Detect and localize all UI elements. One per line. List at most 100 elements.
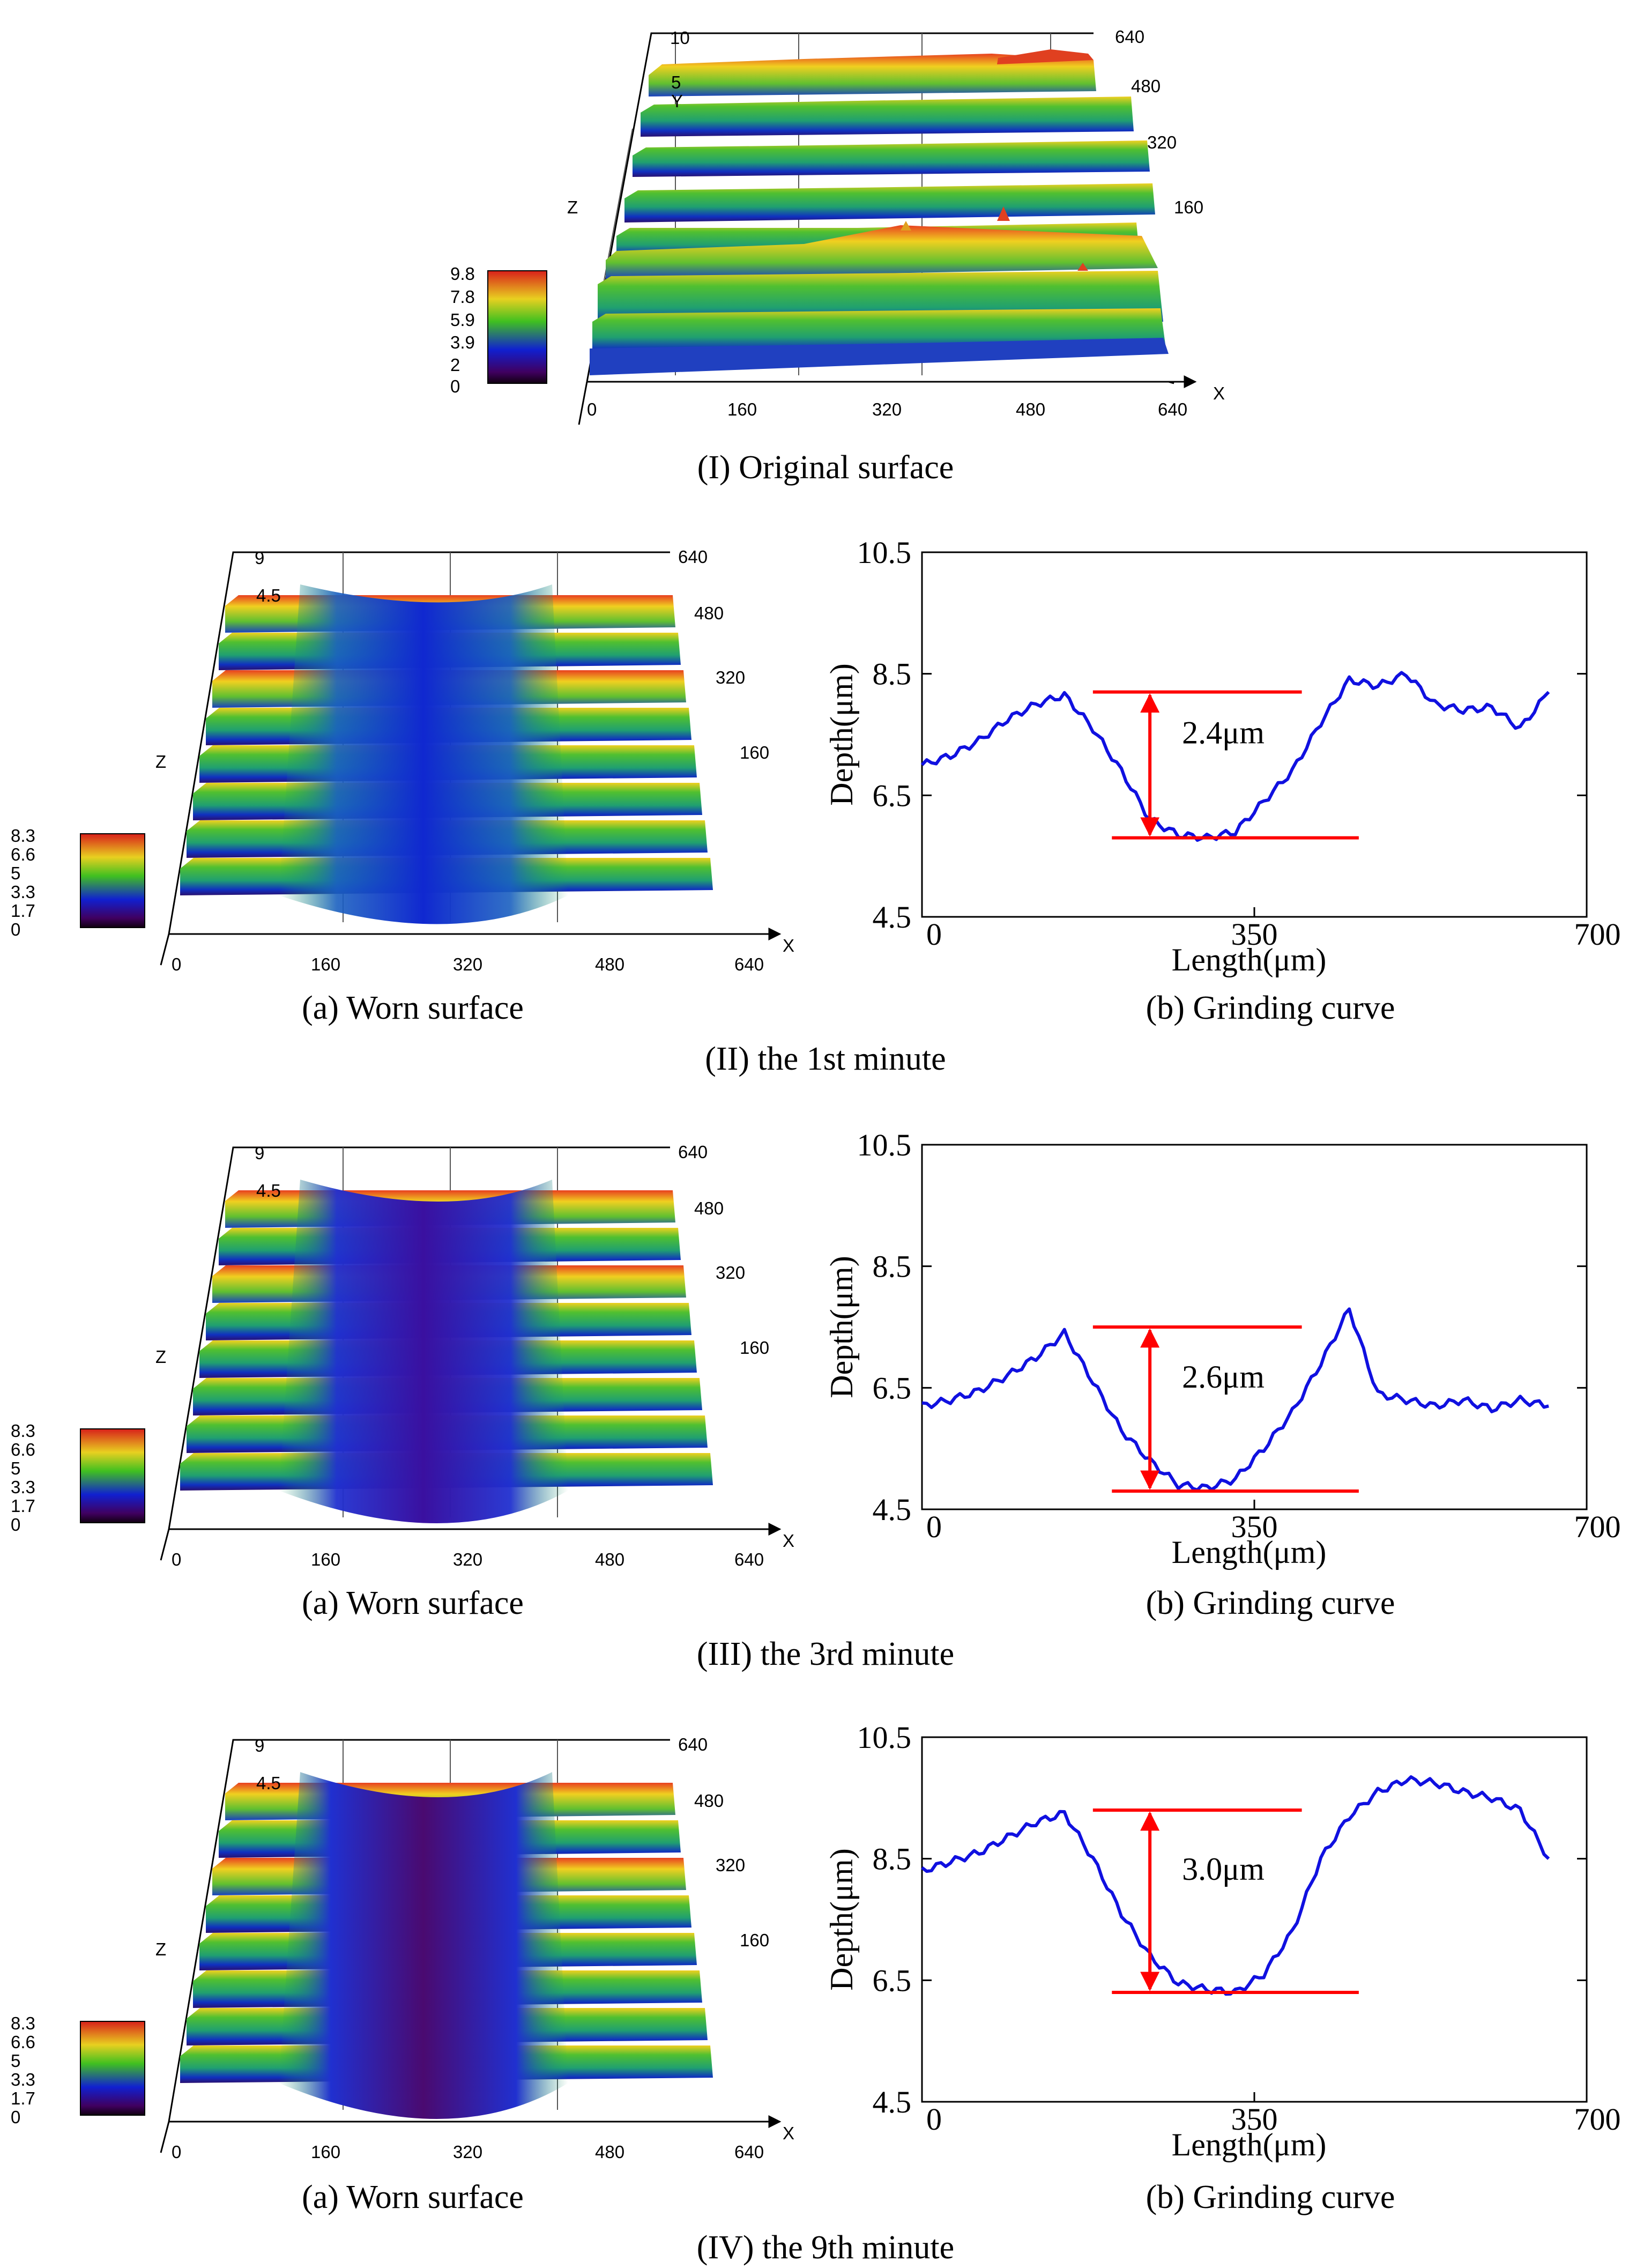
- x-tick-label: 320: [453, 1550, 482, 1569]
- wear-track: [279, 1772, 568, 2119]
- surface-ridges: [590, 49, 1169, 375]
- caption-worn-surface: (a) Worn surface: [302, 990, 524, 1026]
- y-axis-label: Depth(μm): [824, 1848, 859, 1990]
- y-tick-label: 160: [740, 1338, 769, 1358]
- y-tick-label: 640: [678, 547, 708, 567]
- x-tick-label: 0: [926, 917, 942, 952]
- grinding-chart: 10.5 8.5 6.5 4.5 0 350 700 Length(μm) Depth(μm) 3…: [824, 1720, 1621, 2162]
- axis-label-y: Y: [671, 91, 683, 111]
- axis-label-z: Z: [567, 197, 578, 217]
- colorbar-label: 5.9: [450, 310, 475, 330]
- axis-label-z: Z: [155, 1347, 166, 1367]
- caption-grinding-curve: (b) Grinding curve: [1146, 1585, 1395, 1621]
- y-tick-label: 160: [740, 1930, 769, 1950]
- colorbar-label: 0: [11, 920, 20, 939]
- axis-label-z: Z: [155, 1939, 166, 1959]
- colorbar-label: 5: [11, 1458, 20, 1478]
- colorbar-label: 3.3: [11, 882, 35, 902]
- colorbar-label: 5: [11, 2051, 20, 2071]
- y-tick-label: 4.5: [873, 900, 912, 935]
- y-tick-label: 10.5: [857, 1720, 912, 1755]
- worn-surfaces: 8.36.653.31.700 160 320 480 6406404803201609…: [11, 547, 794, 2162]
- x-tick-label: 320: [453, 2142, 482, 2162]
- surface-plot-min1: 8.36.653.31.700 160 320 480 6406404803201609…: [11, 547, 794, 974]
- surface-y-ticks: 640 480 320 160: [1115, 27, 1203, 217]
- colorbar-label: 3.9: [450, 332, 475, 352]
- x-tick-label: 700: [1574, 917, 1621, 952]
- caption-3rd-minute: (III) the 3rd minute: [697, 1636, 954, 1672]
- z-tick-label: 9: [255, 1143, 264, 1163]
- y-tick-label: 4.5: [873, 1492, 912, 1527]
- y-tick-label: 6.5: [873, 1963, 912, 1998]
- y-tick-label: 8.5: [873, 1842, 912, 1877]
- colorbar-label: 1.7: [11, 901, 35, 921]
- x-axis-label: Length(μm): [1172, 1535, 1327, 1570]
- colorbar-label: 6.6: [11, 1440, 35, 1459]
- grinding-curve-line: [921, 1775, 1550, 1996]
- x-tick-label: 0: [926, 1509, 942, 1544]
- caption-1st-minute: (II) the 1st minute: [705, 1041, 946, 1077]
- x-tick-label: 480: [595, 1550, 624, 1569]
- colorbar-label: 8.3: [11, 1421, 35, 1441]
- plot-frame: [921, 1736, 1588, 2103]
- axis-label-z: Z: [155, 752, 166, 772]
- y-tick-label: 10.5: [857, 535, 912, 570]
- colorbar-label: 6.6: [11, 2032, 35, 2052]
- caption-original: (I) Original surface: [697, 449, 954, 486]
- colorbar: [80, 2021, 145, 2116]
- surface-x-ticks: 0 160 320 480 640: [587, 399, 1187, 419]
- y-tick-label: 640: [678, 1142, 708, 1162]
- x-tick-label: 640: [1158, 399, 1187, 419]
- y-tick-label: 640: [1115, 27, 1144, 47]
- y-tick-label: 4.5: [873, 2085, 912, 2119]
- x-tick-label: 0: [172, 954, 181, 974]
- caption-grinding-curve: (b) Grinding curve: [1146, 990, 1395, 1026]
- surface-box-frame: [160, 1739, 782, 2153]
- wear-depth-annotation: 2.6μm: [1182, 1359, 1265, 1395]
- surface-plot-original: 9.8 7.8 5.9 3.9 2 0 0 160 320 480 640 64…: [450, 27, 1225, 425]
- z-tick-label: 5: [671, 72, 681, 92]
- colorbar: [487, 270, 547, 384]
- colorbar: [80, 833, 145, 928]
- colorbar-label: 0: [11, 1515, 20, 1535]
- x-tick-label: 640: [734, 954, 764, 974]
- surface-plot-min9: 8.36.653.31.700 160 320 480 6406404803201609…: [11, 1735, 794, 2162]
- z-tick-label: 4.5: [256, 1773, 281, 1793]
- y-tick-label: 8.5: [873, 657, 912, 692]
- wear-depth-annotation: 3.0μm: [1182, 1851, 1265, 1887]
- y-tick-label: 480: [1131, 76, 1161, 96]
- colorbar-label: 1.7: [11, 2088, 35, 2108]
- colorbar-label: 3.3: [11, 2070, 35, 2089]
- colorbar-label: 0: [450, 376, 460, 396]
- colorbar-label: 7.8: [450, 287, 475, 307]
- grinding-chart: 10.5 8.5 6.5 4.5 0 350 700 Length(μm) Depth(μm) 2…: [824, 1128, 1621, 1570]
- z-tick-label: 9: [255, 548, 264, 568]
- colorbar-label: 8.3: [11, 2013, 35, 2033]
- z-tick-label: 4.5: [256, 585, 281, 605]
- y-tick-label: 8.5: [873, 1249, 912, 1284]
- y-tick-label: 640: [678, 1735, 708, 1754]
- grinding-charts: 10.5 8.5 6.5 4.5 0 350 700 Length(μm) Depth(μm) 2…: [824, 535, 1621, 2162]
- y-tick-label: 320: [1147, 132, 1177, 152]
- caption-worn-surface: (a) Worn surface: [302, 1585, 524, 1621]
- x-tick-label: 160: [311, 1550, 340, 1569]
- axis-label-x: X: [783, 2123, 794, 2143]
- grinding-chart: 10.5 8.5 6.5 4.5 0 350 700 Length(μm) Depth(μm) 2…: [824, 535, 1621, 977]
- x-tick-label: 350: [1231, 1509, 1278, 1544]
- colorbar-label: 1.7: [11, 1496, 35, 1516]
- y-tick-label: 160: [1174, 197, 1203, 217]
- y-tick-label: 320: [716, 668, 745, 687]
- x-tick-label: 480: [1016, 399, 1045, 419]
- x-tick-label: 640: [734, 1550, 764, 1569]
- caption-9th-minute: (IV) the 9th minute: [697, 2229, 954, 2266]
- grinding-curve-line: [921, 1307, 1549, 1492]
- axis-label-x: X: [783, 1531, 794, 1551]
- axis-label-x: X: [1213, 383, 1225, 403]
- x-tick-label: 160: [311, 954, 340, 974]
- x-tick-label: 320: [453, 954, 482, 974]
- z-tick-label: 9: [255, 1736, 264, 1755]
- colorbar: [80, 1428, 145, 1523]
- y-tick-label: 6.5: [873, 1370, 912, 1405]
- x-tick-label: 160: [727, 399, 757, 419]
